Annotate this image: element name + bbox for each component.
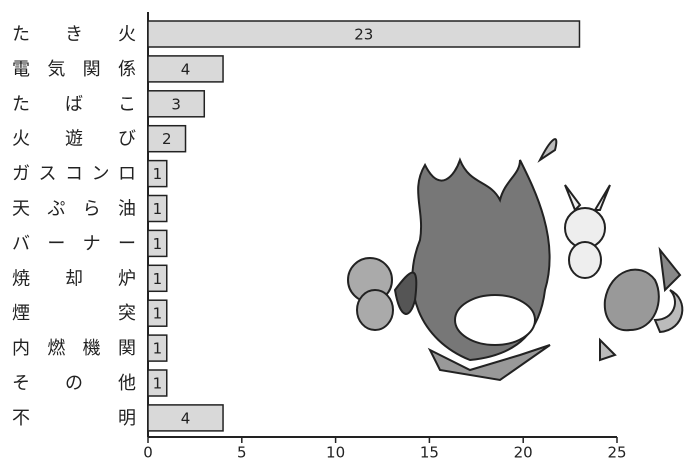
value-label: 1 [153, 235, 163, 253]
bar [147, 264, 168, 293]
category-label: 電気関係 [12, 59, 136, 80]
value-label: 1 [153, 305, 163, 323]
x-tick-label: 10 [326, 444, 345, 462]
bar [147, 334, 168, 362]
value-label: 23 [354, 26, 373, 44]
category-label: たき火 [12, 24, 136, 45]
category-label: たばこ [12, 94, 136, 115]
value-label: 4 [181, 60, 191, 78]
value-label: 3 [171, 95, 181, 113]
category-label: 煙突 [12, 303, 136, 324]
value-label: 2 [162, 130, 172, 148]
bar [147, 90, 206, 118]
value-label: 4 [181, 409, 191, 427]
value-label: 1 [153, 200, 163, 218]
category-label: 天ぷら油 [12, 199, 136, 220]
value-label: 1 [153, 340, 163, 358]
x-tick-label: 20 [514, 444, 533, 462]
category-label: 焼却炉 [12, 268, 136, 289]
category-label: ガスコンロ [12, 164, 136, 185]
x-tick-label: 25 [607, 444, 626, 462]
bar [147, 20, 581, 48]
value-label: 1 [153, 375, 163, 393]
bar [147, 369, 168, 397]
category-label: その他 [12, 373, 136, 394]
bar [147, 159, 168, 188]
bar [147, 55, 224, 83]
category-label: 不明 [12, 408, 136, 429]
x-tick-label: 5 [237, 444, 247, 462]
bar [147, 194, 168, 223]
category-label: バーナー [12, 233, 136, 254]
category-label: 火遊び [12, 129, 136, 150]
bar [147, 124, 187, 153]
bar [147, 404, 224, 432]
x-tick-label: 15 [420, 444, 439, 462]
value-label: 1 [153, 165, 163, 183]
category-label: 内燃機関 [12, 338, 136, 359]
bar [147, 299, 168, 327]
bar [147, 229, 168, 258]
x-tick-label: 0 [143, 444, 153, 462]
value-label: 1 [153, 270, 163, 288]
illustration [347, 138, 684, 382]
